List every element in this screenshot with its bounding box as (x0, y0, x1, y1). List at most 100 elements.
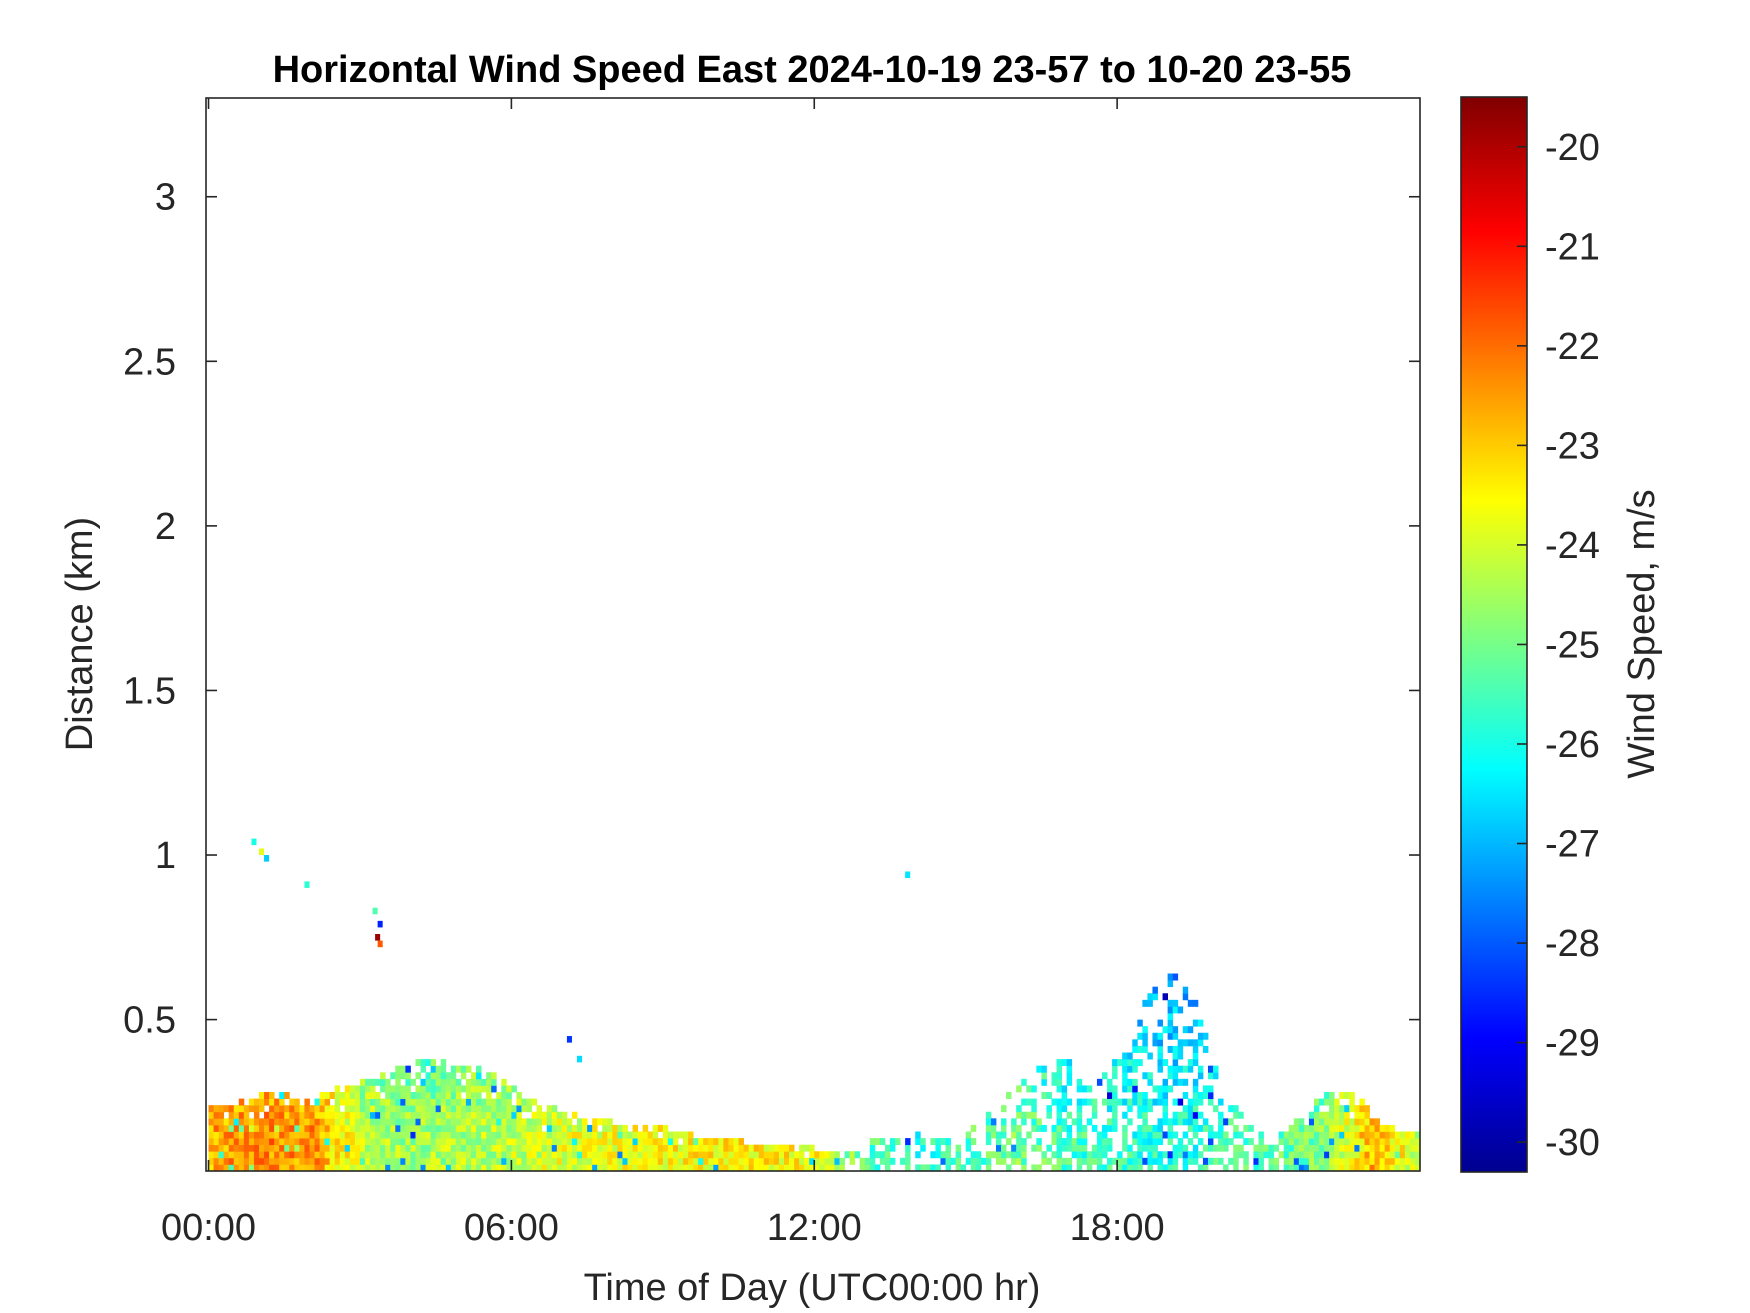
heatmap-cell (1051, 1124, 1057, 1132)
heatmap-cell (1001, 1151, 1007, 1159)
heatmap-cell (1142, 1118, 1148, 1126)
heatmap-cell (1359, 1118, 1365, 1126)
heatmap-cell (1066, 1164, 1073, 1171)
heatmap-cell (526, 1138, 532, 1146)
heatmap-cell (506, 1092, 512, 1099)
heatmap-cell (546, 1138, 553, 1146)
heatmap-cell (1031, 1124, 1037, 1132)
heatmap-cell (1349, 1105, 1355, 1113)
heatmap-cell (218, 1151, 225, 1159)
heatmap-cell (1152, 1131, 1158, 1139)
heatmap-cell (1364, 1118, 1370, 1126)
heatmap-cell (1359, 1131, 1365, 1139)
heatmap-cell (677, 1164, 684, 1171)
heatmap-cell (587, 1164, 593, 1171)
heatmap-cell (264, 1157, 270, 1165)
heatmap-cell (985, 1164, 992, 1171)
heatmap-cell (955, 1164, 962, 1171)
heatmap-cell (304, 1164, 310, 1171)
heatmap-cell (264, 1111, 270, 1119)
heatmap-cell (506, 1157, 512, 1165)
heatmap-cell (834, 1164, 840, 1171)
heatmap-cell (269, 1118, 275, 1126)
heatmap-cell (1107, 1144, 1113, 1152)
heatmap-cell (1066, 1144, 1073, 1152)
heatmap-cell (617, 1164, 623, 1171)
heatmap-cell (1122, 1059, 1128, 1067)
heatmap-cell (521, 1144, 527, 1152)
heatmap-cell (1192, 1118, 1199, 1126)
heatmap-cell (264, 1144, 270, 1152)
heatmap-cell (637, 1131, 644, 1139)
heatmap-cell (1349, 1151, 1355, 1159)
heatmap-cell (1076, 1131, 1083, 1139)
heatmap-cell (349, 1111, 356, 1119)
heatmap-cell (1319, 1144, 1325, 1152)
heatmap-cell (269, 1131, 275, 1139)
heatmap-cell (582, 1151, 588, 1159)
colorbar-tick-label: -20 (1545, 127, 1600, 169)
heatmap-cell (632, 1124, 638, 1132)
heatmap-cell (627, 1138, 633, 1146)
heatmap-cell (753, 1144, 760, 1152)
heatmap-cell (319, 1124, 326, 1132)
heatmap-cell (359, 1164, 366, 1171)
heatmap-cell (521, 1098, 527, 1106)
heatmap-cell (319, 1138, 326, 1146)
heatmap-cell (990, 1151, 997, 1159)
heatmap-cell (218, 1157, 225, 1165)
heatmap-cell (1162, 1118, 1169, 1126)
heatmap-cell (465, 1151, 472, 1159)
heatmap-cell (1334, 1138, 1340, 1146)
heatmap-cell (1107, 1118, 1113, 1126)
heatmap-cell (975, 1157, 982, 1165)
heatmap-cell (718, 1138, 724, 1146)
heatmap-cell (253, 1124, 260, 1132)
heatmap-cell (536, 1157, 543, 1165)
heatmap-cell (1308, 1124, 1315, 1132)
heatmap-cell (1293, 1124, 1300, 1132)
heatmap-cell (1157, 1138, 1163, 1146)
heatmap-cell (415, 1124, 421, 1132)
heatmap-cell (1303, 1144, 1310, 1152)
heatmap-cell (1213, 1144, 1219, 1152)
heatmap-cell (253, 1111, 260, 1119)
heatmap-cell (465, 1085, 472, 1093)
heatmap-cell (233, 1118, 240, 1126)
heatmap-cell (294, 1138, 300, 1146)
heatmap-cell (324, 1131, 331, 1139)
heatmap-cell (354, 1092, 361, 1099)
heatmap-cell (1172, 1157, 1179, 1165)
heatmap-cell (577, 1157, 583, 1165)
heatmap-cell (667, 1144, 674, 1152)
heatmap-cell (1122, 1124, 1128, 1132)
heatmap-cell (1147, 1105, 1153, 1113)
heatmap-cell (1172, 1072, 1179, 1080)
heatmap-cell (248, 1118, 255, 1126)
heatmap-cell (1157, 1059, 1163, 1067)
heatmap-cell (1162, 1026, 1169, 1034)
heatmap-cell (1202, 1085, 1209, 1093)
heatmap-cell (905, 1144, 911, 1152)
heatmap-cell (587, 1151, 593, 1159)
heatmap-cell (465, 1164, 472, 1171)
heatmap-cell (390, 1131, 396, 1139)
colorbar-tick-label: -28 (1545, 923, 1600, 965)
heatmap-cell (460, 1111, 467, 1119)
heatmap-cell (582, 1138, 588, 1146)
heatmap-cell (486, 1078, 492, 1086)
heatmap-cell (213, 1111, 220, 1119)
heatmap-cell (748, 1164, 755, 1171)
heatmap-cell (637, 1157, 644, 1165)
heatmap-cell (1293, 1131, 1300, 1139)
heatmap-cell (259, 1151, 265, 1159)
heatmap-cell (1253, 1164, 1259, 1171)
heatmap-cell (228, 1138, 235, 1146)
heatmap-cell (1142, 1098, 1148, 1106)
heatmap-cell (965, 1138, 972, 1146)
heatmap-cell (359, 1124, 366, 1132)
heatmap-cell (420, 1065, 426, 1073)
heatmap-cell (415, 1098, 421, 1106)
heatmap-cell (259, 1118, 265, 1126)
heatmap-cell (380, 1138, 386, 1146)
